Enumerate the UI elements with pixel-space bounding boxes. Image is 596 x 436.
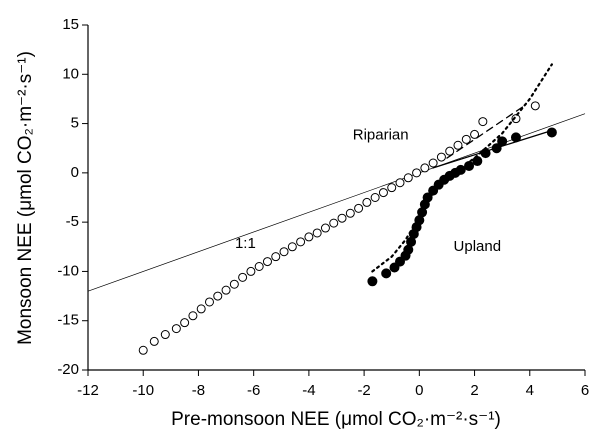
- point: [312, 228, 322, 238]
- point: [422, 192, 433, 203]
- point: [370, 193, 380, 202]
- reference-line: [87, 113, 586, 292]
- point: [472, 156, 483, 167]
- point: [320, 223, 330, 233]
- y-axis-title: Monsoon NEE (μmol CO₂·m⁻²·s⁻¹): [15, 51, 36, 345]
- point: [464, 160, 475, 171]
- point: [381, 268, 392, 279]
- point: [271, 252, 281, 262]
- point: [287, 242, 297, 252]
- fit-line: [446, 105, 525, 159]
- series-label: Upland: [454, 238, 502, 255]
- point: [213, 291, 223, 301]
- point: [337, 213, 347, 223]
- y-tick-label: -5: [66, 213, 79, 230]
- point: [546, 127, 557, 138]
- point: [461, 134, 471, 144]
- point: [362, 197, 372, 207]
- point: [367, 276, 378, 287]
- point: [221, 285, 231, 295]
- y-tick-label: -15: [57, 312, 79, 329]
- point: [171, 324, 181, 334]
- reference-label: 1:1: [235, 235, 256, 252]
- point: [329, 218, 339, 228]
- point: [354, 203, 364, 213]
- point: [304, 232, 314, 242]
- point: [510, 132, 521, 143]
- y-tick-label: -10: [57, 262, 79, 279]
- x-tick-label: -12: [77, 382, 99, 399]
- y-tick-label: 10: [62, 65, 79, 82]
- y-tick-label: 0: [71, 164, 79, 181]
- series-label: Riparian: [353, 126, 409, 143]
- point: [378, 188, 388, 198]
- point: [180, 318, 190, 328]
- point: [204, 297, 214, 307]
- point: [279, 247, 289, 257]
- point: [478, 117, 488, 127]
- point: [491, 143, 502, 154]
- x-tick-label: 6: [581, 382, 589, 399]
- point: [455, 164, 466, 175]
- point: [149, 336, 159, 346]
- point: [246, 266, 256, 276]
- point: [530, 101, 540, 111]
- point: [238, 272, 248, 282]
- x-tick-label: -4: [302, 382, 315, 399]
- x-tick-label: 0: [415, 382, 423, 399]
- point: [262, 257, 272, 267]
- x-tick-label: -6: [247, 382, 260, 399]
- point: [254, 262, 264, 271]
- x-tick-label: -2: [357, 382, 370, 399]
- point: [345, 208, 355, 218]
- point: [188, 311, 198, 321]
- point: [480, 148, 491, 159]
- point: [420, 163, 430, 173]
- point: [138, 345, 148, 355]
- point: [453, 140, 463, 150]
- point: [497, 136, 508, 147]
- x-tick-label: 2: [470, 382, 478, 399]
- point: [160, 330, 170, 340]
- point: [296, 237, 306, 247]
- y-tick-label: -20: [57, 361, 79, 378]
- point: [445, 146, 455, 156]
- point: [428, 158, 438, 168]
- point: [412, 168, 422, 178]
- y-tick-label: 5: [71, 115, 79, 132]
- x-tick-label: -8: [192, 382, 205, 399]
- point: [436, 152, 446, 162]
- x-axis-title: Pre-monsoon NEE (μmol CO₂·m⁻²·s⁻¹): [171, 409, 501, 430]
- y-tick-label: 15: [62, 16, 79, 33]
- point: [470, 129, 480, 139]
- x-tick-label: 4: [526, 382, 534, 399]
- point: [196, 304, 206, 314]
- point: [403, 173, 413, 183]
- point: [395, 178, 405, 188]
- point: [511, 114, 521, 124]
- x-tick-label: -10: [132, 382, 154, 399]
- point: [229, 279, 239, 289]
- point: [387, 183, 397, 193]
